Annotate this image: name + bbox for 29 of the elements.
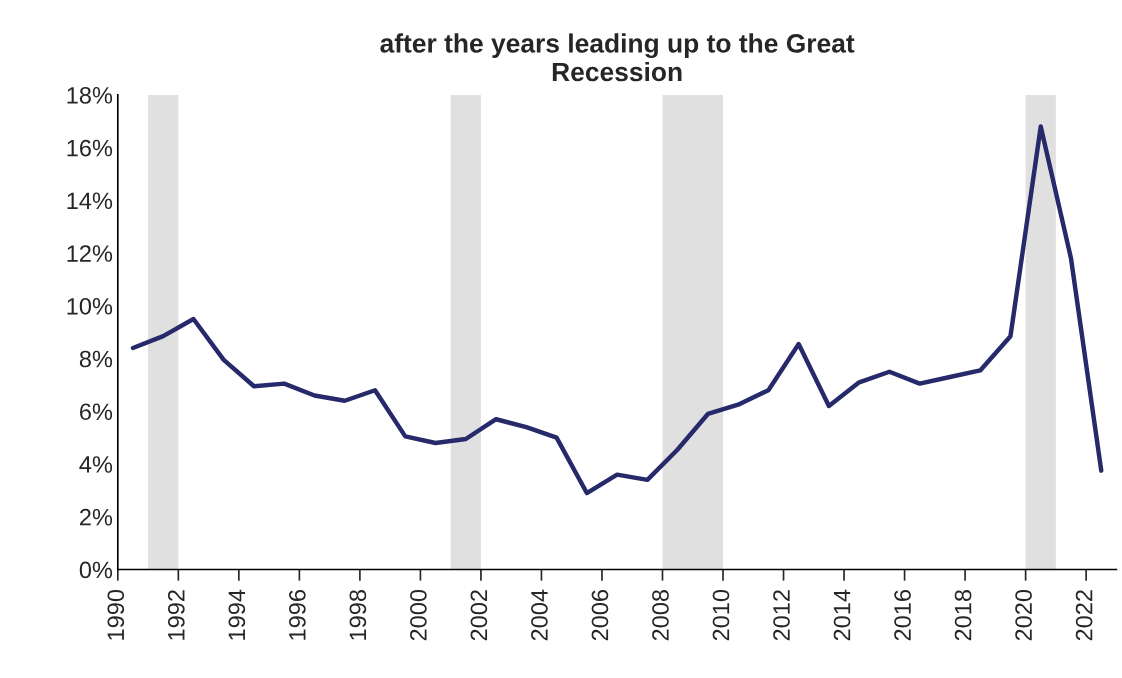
x-tick-label: 2010 xyxy=(712,589,730,641)
x-tick-label: 1996 xyxy=(288,590,306,640)
x-tick-label: 2006 xyxy=(591,590,609,641)
y-tick-label: 14% xyxy=(67,192,113,210)
chart-title: after the years leading up to the Great Recession xyxy=(380,33,855,82)
y-tick-label: 0% xyxy=(79,561,113,579)
x-tick-label: 2016 xyxy=(894,590,911,641)
y-tick-label: 12% xyxy=(67,245,113,262)
x-tick-label: 1992 xyxy=(167,590,185,640)
y-tick-label: 4% xyxy=(79,456,113,473)
y-tick-label: 2% xyxy=(80,508,113,526)
y-tick-label: 16% xyxy=(67,139,113,157)
x-tick-label: 1994 xyxy=(228,589,246,640)
x-tick-label: 1998 xyxy=(349,589,367,640)
y-tick-label: 8% xyxy=(79,350,113,368)
line-series xyxy=(130,124,1104,496)
x-tick-label: 2000 xyxy=(410,589,427,641)
x-tick-label: 2020 xyxy=(1015,589,1032,641)
x-tick-label: 1990 xyxy=(107,589,125,640)
x-tick-label: 2022 xyxy=(1075,590,1093,641)
x-tick-label: 2018 xyxy=(954,589,972,641)
x-tick-label: 2008 xyxy=(652,589,669,641)
y-tick-label: 10% xyxy=(67,297,113,315)
x-tick-label: 2004 xyxy=(531,589,548,641)
y-tick-label: 6% xyxy=(80,403,113,421)
x-tick-label: 2002 xyxy=(470,590,488,641)
y-tick-label: 18% xyxy=(67,86,113,104)
x-tick-label: 2012 xyxy=(773,590,790,641)
x-tick-label: 2014 xyxy=(833,589,851,641)
